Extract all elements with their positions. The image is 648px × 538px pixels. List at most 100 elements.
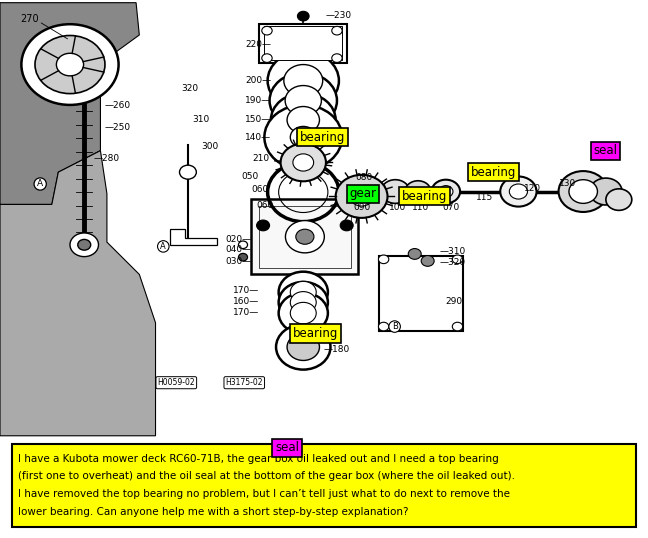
Circle shape xyxy=(293,154,314,171)
Circle shape xyxy=(332,54,342,62)
Circle shape xyxy=(21,24,119,105)
Text: B: B xyxy=(391,322,398,331)
Text: 060: 060 xyxy=(257,201,274,210)
Circle shape xyxy=(281,144,326,181)
Polygon shape xyxy=(0,151,156,436)
Text: 150—: 150— xyxy=(245,116,272,124)
Text: 320: 320 xyxy=(181,84,198,94)
Text: 170—: 170— xyxy=(233,286,260,295)
Bar xyxy=(259,206,351,268)
Circle shape xyxy=(268,51,339,110)
Text: gear: gear xyxy=(349,187,376,200)
Text: bearing: bearing xyxy=(300,131,345,144)
Text: 310: 310 xyxy=(192,115,209,124)
Text: 050: 050 xyxy=(241,172,259,181)
Text: 130: 130 xyxy=(559,179,576,188)
Text: 160—: 160— xyxy=(233,297,260,306)
Text: —320: —320 xyxy=(439,258,465,267)
Circle shape xyxy=(421,256,434,266)
Text: seal: seal xyxy=(594,144,618,157)
Text: bearing: bearing xyxy=(293,327,338,340)
Text: 110: 110 xyxy=(412,203,430,212)
Text: bearing: bearing xyxy=(471,166,516,179)
Text: A: A xyxy=(161,242,166,251)
Text: 060: 060 xyxy=(251,185,269,194)
Text: —310: —310 xyxy=(439,247,466,257)
Circle shape xyxy=(279,293,328,334)
Text: 170—: 170— xyxy=(233,308,260,316)
Circle shape xyxy=(352,178,384,205)
Text: 090: 090 xyxy=(353,203,371,212)
Text: 120: 120 xyxy=(524,184,540,193)
Text: 040—: 040— xyxy=(226,245,251,254)
Polygon shape xyxy=(0,3,139,204)
Circle shape xyxy=(264,105,342,169)
Bar xyxy=(264,26,342,60)
Circle shape xyxy=(285,221,324,253)
Circle shape xyxy=(378,322,389,331)
Circle shape xyxy=(509,184,527,199)
Circle shape xyxy=(297,11,309,21)
Circle shape xyxy=(287,107,319,133)
Text: —260: —260 xyxy=(105,101,131,110)
Text: 100: 100 xyxy=(389,203,406,212)
Text: 200—: 200— xyxy=(245,76,271,85)
Text: 140—: 140— xyxy=(245,133,271,141)
Text: 080: 080 xyxy=(355,173,373,182)
Text: 190—: 190— xyxy=(245,96,272,105)
Circle shape xyxy=(279,282,328,323)
Circle shape xyxy=(287,334,319,360)
Text: H0059-02: H0059-02 xyxy=(157,378,195,387)
Text: I have a Kubota mower deck RC60-71B, the gear box oil leaked out and I need a to: I have a Kubota mower deck RC60-71B, the… xyxy=(18,454,499,464)
Text: seal: seal xyxy=(275,441,299,454)
Circle shape xyxy=(381,180,410,203)
Text: (first one to overheat) and the oil seal at the bottom of the gear box (where th: (first one to overheat) and the oil seal… xyxy=(18,471,515,482)
Text: bearing: bearing xyxy=(402,190,447,203)
Text: 210: 210 xyxy=(253,154,270,164)
Text: —280: —280 xyxy=(94,154,120,164)
Text: H3175-02: H3175-02 xyxy=(226,378,263,387)
Polygon shape xyxy=(170,229,217,245)
Circle shape xyxy=(295,229,314,244)
Circle shape xyxy=(439,186,453,197)
Bar xyxy=(0,0,648,436)
Circle shape xyxy=(238,241,248,249)
Circle shape xyxy=(285,86,321,116)
Circle shape xyxy=(336,175,388,218)
Circle shape xyxy=(238,253,248,261)
Circle shape xyxy=(257,220,270,231)
Text: —230: —230 xyxy=(325,11,351,20)
Text: —250: —250 xyxy=(105,123,131,132)
Circle shape xyxy=(590,178,622,205)
Text: A: A xyxy=(37,180,43,188)
Circle shape xyxy=(452,322,463,331)
Circle shape xyxy=(405,181,431,202)
Circle shape xyxy=(559,171,608,212)
Circle shape xyxy=(408,249,421,259)
Text: 030—: 030— xyxy=(226,257,252,266)
Circle shape xyxy=(262,26,272,35)
Circle shape xyxy=(500,176,537,207)
Bar xyxy=(259,24,347,63)
Text: 300: 300 xyxy=(201,142,218,151)
Circle shape xyxy=(284,65,323,97)
Circle shape xyxy=(332,26,342,35)
Text: 115: 115 xyxy=(476,193,494,202)
Text: —180: —180 xyxy=(324,345,351,355)
Text: 290: 290 xyxy=(446,297,463,306)
Circle shape xyxy=(452,255,463,264)
Circle shape xyxy=(378,255,389,264)
Text: I have removed the top bearing no problem, but I can’t tell just what to do next: I have removed the top bearing no proble… xyxy=(18,489,510,499)
Text: 220—: 220— xyxy=(245,40,271,49)
Circle shape xyxy=(78,239,91,250)
Circle shape xyxy=(262,54,272,62)
Circle shape xyxy=(35,36,105,94)
Text: lower bearing. Can anyone help me with a short step-by-step explanation?: lower bearing. Can anyone help me with a… xyxy=(18,507,409,517)
Text: 070: 070 xyxy=(442,203,459,212)
Circle shape xyxy=(70,233,98,257)
Circle shape xyxy=(290,292,316,313)
Circle shape xyxy=(270,73,337,129)
Circle shape xyxy=(606,189,632,210)
Bar xyxy=(379,256,463,331)
Text: 270: 270 xyxy=(21,13,40,24)
